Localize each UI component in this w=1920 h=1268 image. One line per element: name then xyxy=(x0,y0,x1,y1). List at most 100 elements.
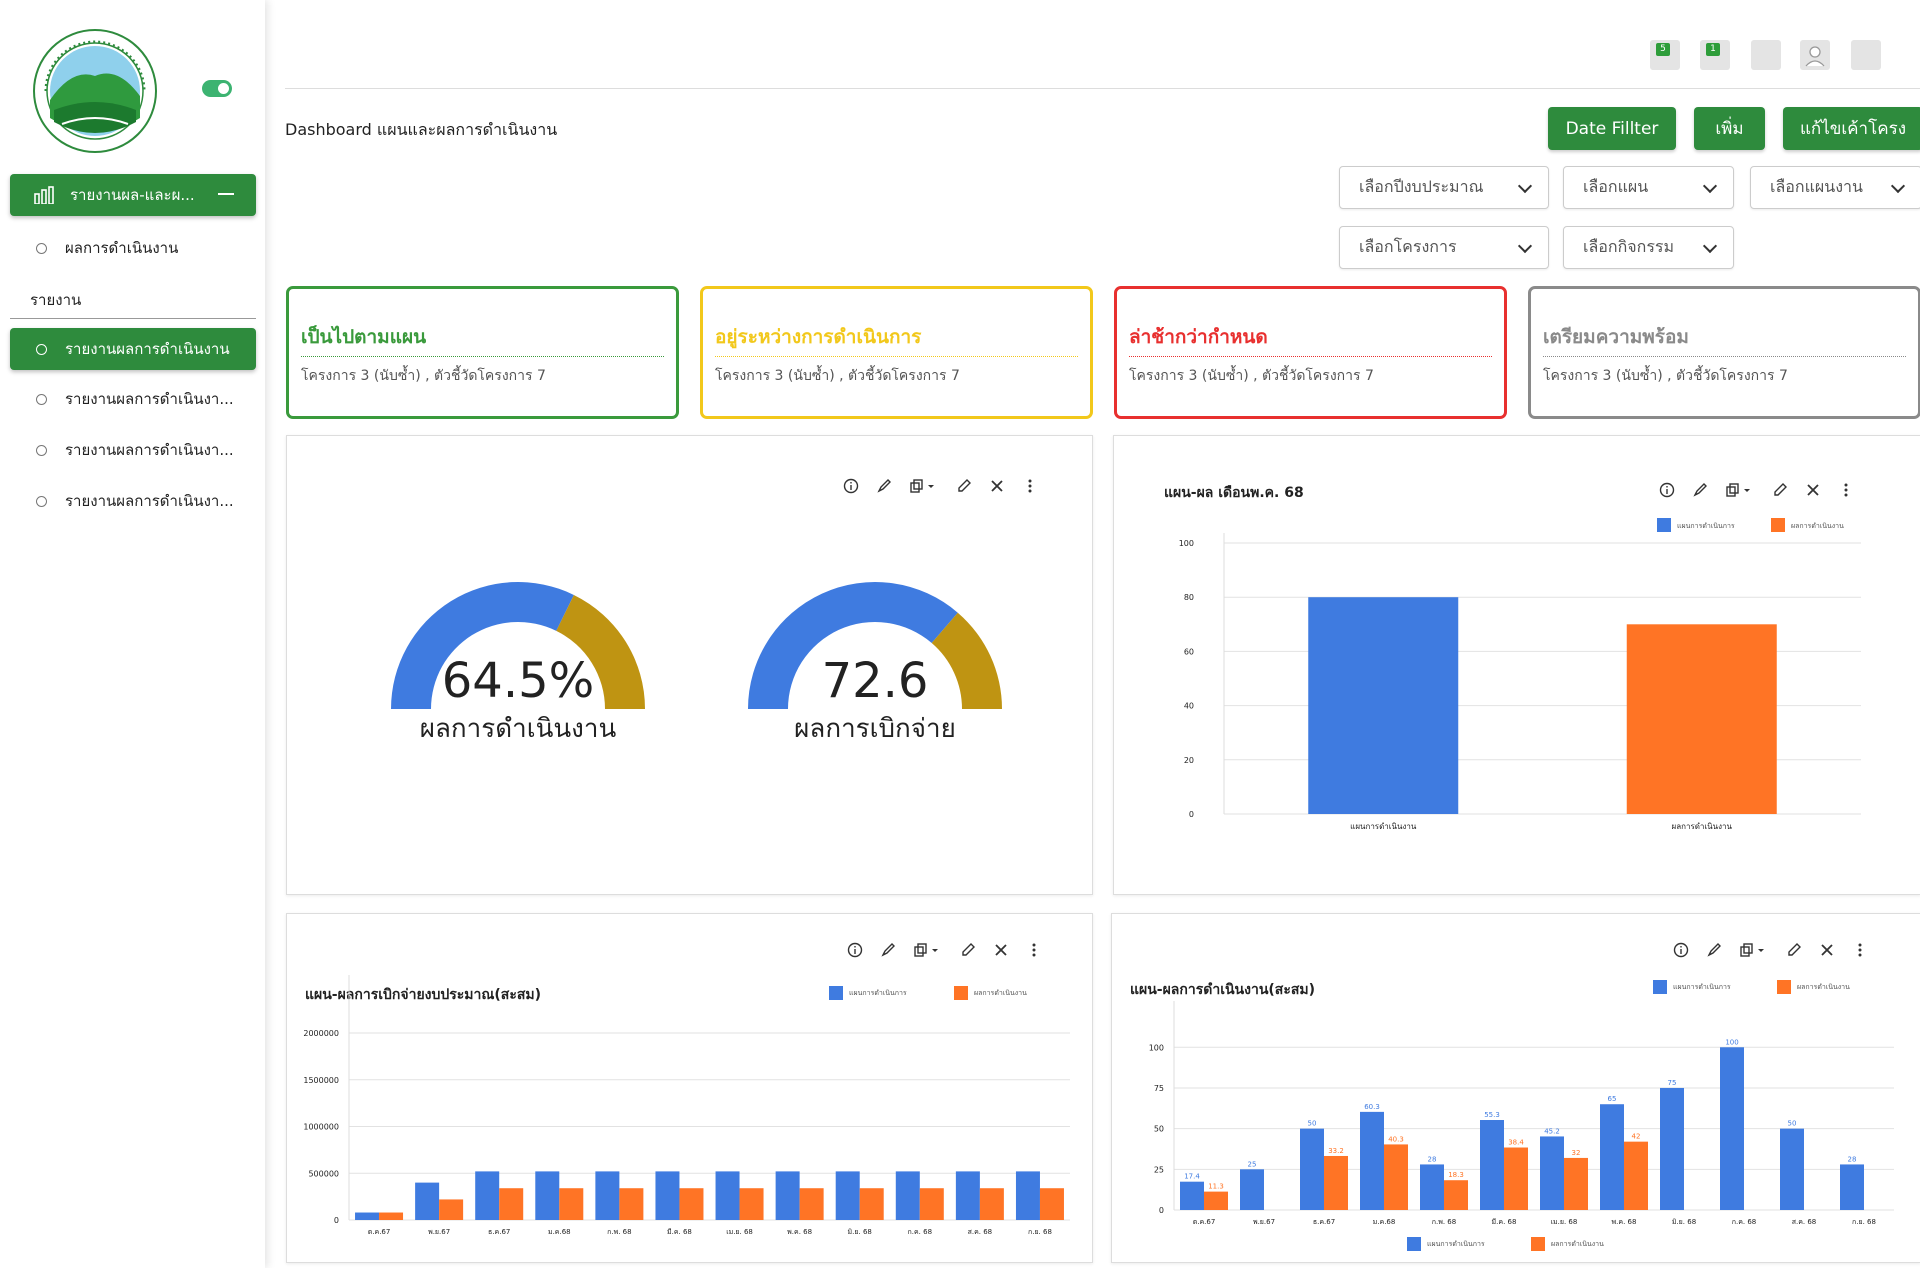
more-vert-icon[interactable] xyxy=(1838,482,1854,498)
copy-icon[interactable] xyxy=(1739,942,1769,958)
bar xyxy=(955,1171,980,1220)
edit-layout-button[interactable]: แก้ไขเค้าโครง xyxy=(1783,107,1920,150)
performance-bar-chart: 0 25 50 75 100 17.4 11.3 ต.ค.67 25 พ.ย.67 50 33.2 ธ.… xyxy=(1149,980,1894,1251)
brush-icon[interactable] xyxy=(1692,482,1708,498)
status-card-delayed[interactable]: ล่าช้ากว่ากำหนด โครงการ 3 (นับซ้ำ) , ตัว… xyxy=(1114,286,1507,419)
user-icon[interactable] xyxy=(1800,40,1830,70)
bar xyxy=(739,1188,764,1220)
fiscal-year-select[interactable]: เลือกปีงบประมาณ xyxy=(1339,166,1549,209)
copy-icon[interactable] xyxy=(1725,482,1755,498)
top-divider xyxy=(285,88,1920,89)
blank-icon[interactable] xyxy=(1751,40,1781,70)
info-icon[interactable] xyxy=(1673,942,1689,958)
bar xyxy=(355,1212,380,1220)
data-label: 25 xyxy=(1248,1160,1257,1168)
status-subtitle: โครงการ 3 (นับซ้ำ) , ตัวชี้วัดโครงการ 7 xyxy=(301,368,546,384)
x-tick-label: ผลการดำเนินงาน xyxy=(1672,822,1733,831)
notification-icon[interactable]: 5 xyxy=(1650,40,1680,70)
chart-title: แผน-ผลการเบิกจ่ายงบประมาณ(สะสม) xyxy=(305,987,542,1003)
x-tick-label: ส.ค. 68 xyxy=(968,1228,993,1236)
panel-toolbar xyxy=(1659,482,1871,498)
collapse-icon[interactable] xyxy=(218,193,234,195)
add-button[interactable]: เพิ่ม xyxy=(1694,107,1765,150)
data-label: 28 xyxy=(1428,1155,1437,1163)
legend-swatch xyxy=(1407,1237,1421,1251)
legend-label: ผลการดำเนินงาน xyxy=(974,989,1027,997)
nav-group-report[interactable]: รายงานผล-และผ... xyxy=(10,174,256,216)
bar xyxy=(1308,597,1459,814)
status-card-preparing[interactable]: เตรียมความพร้อม โครงการ 3 (นับซ้ำ) , ตัว… xyxy=(1528,286,1920,419)
brush-icon[interactable] xyxy=(876,478,892,494)
pencil-icon[interactable] xyxy=(1786,942,1802,958)
bar xyxy=(595,1171,620,1220)
activity-select[interactable]: เลือกกิจกรรม xyxy=(1563,226,1734,269)
nav-item-report-1[interactable]: รายงานผลการดำเนินงาน xyxy=(10,328,256,370)
status-card-in-progress[interactable]: อยู่ระหว่างการดำเนินการ โครงการ 3 (นับซ้… xyxy=(700,286,1093,419)
status-card-on-plan[interactable]: เป็นไปตามแผน โครงการ 3 (นับซ้ำ) , ตัวชี้… xyxy=(286,286,679,419)
y-tick-label: 40 xyxy=(1184,702,1194,711)
date-filter-button[interactable]: Date Fillter xyxy=(1548,107,1676,150)
bar xyxy=(559,1188,584,1220)
close-icon[interactable] xyxy=(1805,482,1821,498)
info-icon[interactable] xyxy=(843,478,859,494)
info-icon[interactable] xyxy=(847,942,863,958)
info-icon[interactable] xyxy=(1659,482,1675,498)
bar xyxy=(475,1171,500,1220)
data-label: 55.3 xyxy=(1484,1111,1500,1119)
more-vert-icon[interactable] xyxy=(1022,478,1038,494)
data-label: 65 xyxy=(1608,1095,1617,1103)
bar xyxy=(1324,1155,1348,1210)
status-subtitle: โครงการ 3 (นับซ้ำ) , ตัวชี้วัดโครงการ 7 xyxy=(1129,368,1374,384)
more-vert-icon[interactable] xyxy=(1852,942,1868,958)
legend-label: แผนการดำเนินการ xyxy=(849,989,907,997)
bar xyxy=(715,1171,740,1220)
data-label: 28 xyxy=(1848,1155,1857,1163)
sidebar-toggle[interactable] xyxy=(202,80,232,97)
bar xyxy=(1600,1104,1624,1210)
nav-item-report-2[interactable]: รายงานผลการดำเนินงา... xyxy=(10,378,256,420)
performance-chart-panel: แผน-ผลการดำเนินงาน(สะสม) 0 25 50 75 100 17.4 1… xyxy=(1111,913,1920,1263)
more-vert-icon[interactable] xyxy=(1026,942,1042,958)
nav-item-report-4[interactable]: รายงานผลการดำเนินงา... xyxy=(10,480,256,522)
bar xyxy=(1240,1169,1264,1210)
x-tick-label: แผนการดำเนินงาน xyxy=(1350,822,1417,831)
pencil-icon[interactable] xyxy=(956,478,972,494)
status-title: อยู่ระหว่างการดำเนินการ xyxy=(715,322,1078,357)
program-select[interactable]: เลือกแผนงาน xyxy=(1750,166,1920,209)
menu-icon[interactable] xyxy=(1851,40,1881,70)
y-tick-label: 2000000 xyxy=(303,1029,339,1038)
chart-title: แผน-ผลการดำเนินงาน(สะสม) xyxy=(1130,982,1316,998)
circle-icon xyxy=(36,242,47,254)
brush-icon[interactable] xyxy=(1706,942,1722,958)
plan-select[interactable]: เลือกแผน xyxy=(1563,166,1734,209)
y-tick-label: 25 xyxy=(1154,1165,1164,1174)
brush-icon[interactable] xyxy=(880,942,896,958)
bar xyxy=(1660,1087,1684,1210)
y-tick-label: 0 xyxy=(1189,810,1194,819)
x-tick-label: มิ.ย. 68 xyxy=(848,1228,872,1236)
x-tick-label: พ.ย.67 xyxy=(1253,1218,1275,1226)
pencil-icon[interactable] xyxy=(1772,482,1788,498)
data-label: 100 xyxy=(1725,1038,1738,1046)
pencil-icon[interactable] xyxy=(960,942,976,958)
close-icon[interactable] xyxy=(989,478,1005,494)
message-icon[interactable]: 1 xyxy=(1700,40,1730,70)
x-tick-label: มี.ค. 68 xyxy=(1492,1218,1517,1226)
x-tick-label: ส.ค. 68 xyxy=(1792,1218,1817,1226)
panel-toolbar xyxy=(843,478,1055,494)
nav-item-performance[interactable]: ผลการดำเนินงาน xyxy=(10,227,256,269)
bar xyxy=(1039,1188,1064,1220)
close-icon[interactable] xyxy=(1819,942,1835,958)
gauge-value-arc xyxy=(391,582,574,709)
project-select[interactable]: เลือกโครงการ xyxy=(1339,226,1549,269)
close-icon[interactable] xyxy=(993,942,1009,958)
bar xyxy=(1564,1157,1588,1210)
copy-icon[interactable] xyxy=(913,942,943,958)
copy-icon[interactable] xyxy=(909,478,939,494)
x-tick-label: ก.ค. 68 xyxy=(908,1228,933,1236)
gauge-caption: ผลการเบิกจ่าย xyxy=(794,714,956,744)
nav-item-report-3[interactable]: รายงานผลการดำเนินงา... xyxy=(10,429,256,471)
section-label-report: รายงาน xyxy=(30,291,82,309)
page-title: Dashboard แผนและผลการดำเนินงาน xyxy=(285,120,558,139)
bar xyxy=(1420,1164,1444,1210)
